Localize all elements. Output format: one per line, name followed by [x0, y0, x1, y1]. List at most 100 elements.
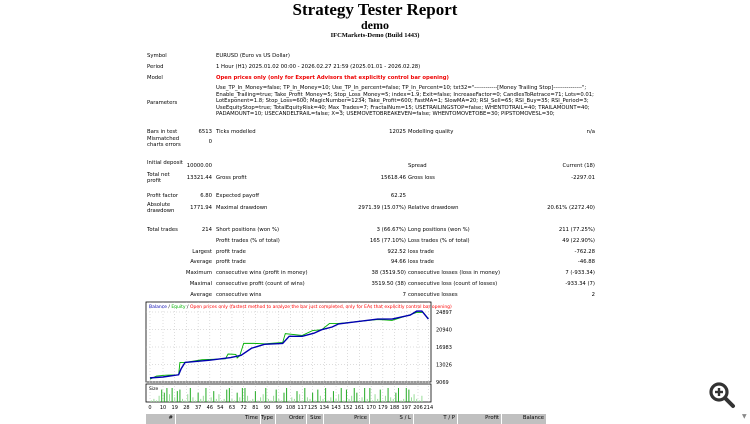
stats-row: Bars in test 6513 Ticks modelled 12025 Model…	[147, 129, 595, 139]
stats-row: Mismatched charts errors 0	[147, 136, 595, 149]
x-tick-label: 37	[195, 405, 201, 411]
column-header[interactable]: Order	[276, 414, 307, 424]
stat-value-2: 15618.46	[380, 175, 406, 181]
column-header[interactable]: #	[146, 414, 176, 424]
stat-value-3: 49 (22.90%)	[562, 238, 595, 244]
stat-value-2: 3 (66.67%)	[376, 227, 406, 233]
stat-label-3: Long positions (won %)	[408, 227, 470, 233]
parameters-line: Enable_Trailing=true; Take_Profit_Money=…	[216, 91, 594, 98]
stat-value-1: Average	[190, 259, 212, 265]
x-tick-label: 206	[413, 405, 423, 411]
stat-value-2: 94.66	[390, 259, 406, 265]
symbol-label: Symbol	[147, 53, 167, 59]
symbol-row: Symbol EURUSD (Euro vs US Dollar)	[147, 53, 595, 63]
y-tick-label: 9069	[436, 380, 449, 386]
column-header[interactable]: S / L	[370, 414, 414, 424]
stat-value-3: 211 (77.25%)	[558, 227, 595, 233]
zoom-in-icon[interactable]	[708, 381, 736, 411]
column-header[interactable]: Type	[261, 414, 276, 424]
stat-label-1: Total net profit	[147, 172, 170, 184]
report-server: IFCMarkets-Demo (Build 1443)	[330, 32, 420, 39]
x-tick-label: 81	[252, 405, 258, 411]
x-tick-label: 0	[148, 405, 151, 411]
x-tick-label: 90	[264, 405, 270, 411]
stat-label-2: profit trade	[216, 249, 246, 255]
model-label: Model	[147, 75, 163, 81]
period-label: Period	[147, 64, 164, 70]
balance-line	[149, 310, 429, 379]
stat-value-2: 2971.39 (15.07%)	[358, 205, 406, 211]
x-tick-label: 10	[160, 405, 166, 411]
x-tick-label: 197	[402, 405, 412, 411]
stat-label-2: Maximal drawdown	[216, 205, 268, 211]
y-tick-label: 24897	[436, 310, 452, 316]
size-label: Size	[149, 386, 158, 392]
x-tick-label: 99	[276, 405, 282, 411]
stats-row: Average profit trade 94.66 loss trade -46.88	[147, 259, 595, 269]
stat-label-3: Loss trades (% of total)	[408, 238, 470, 244]
stat-label-1: Total trades	[147, 227, 178, 233]
stat-value-2: 3519.50 (38)	[371, 281, 406, 287]
x-tick-label: 46	[207, 405, 213, 411]
stats-row: Profit factor 6.80 Expected payoff 62.25	[147, 193, 595, 203]
period-value: 1 Hour (H1) 2025.01.02 00:00 - 2026.02.2…	[216, 64, 421, 70]
plot-area	[145, 301, 432, 383]
report-title: Strategy Tester Report	[292, 0, 458, 19]
stat-value-2: 922.52	[387, 249, 406, 255]
stat-value-1: 6513	[198, 129, 212, 135]
stat-value-2: 38 (3519.50)	[371, 270, 406, 276]
stat-label-2: consecutive wins	[216, 292, 262, 298]
column-header[interactable]: Profit	[458, 414, 502, 424]
x-tick-label: 179	[378, 405, 388, 411]
column-header[interactable]: Price	[324, 414, 370, 424]
x-tick-label: 188	[390, 405, 400, 411]
stat-value-3: -2297.01	[571, 175, 595, 181]
stats-row: Maximum consecutive wins (profit in money…	[147, 270, 595, 280]
volume-area	[145, 383, 432, 403]
stat-label-1: Profit factor	[147, 193, 179, 199]
x-tick-label: 143	[331, 405, 341, 411]
parameters-line: PADAMOUNT=10; USECANDELTRAIL=false; X=3;…	[216, 111, 555, 117]
stat-label-2: Gross profit	[216, 175, 247, 181]
stat-label-2: Short positions (won %)	[216, 227, 280, 233]
stat-value-1: 6.80	[200, 193, 212, 199]
stats-row: Average consecutive wins 7 consecutive loss…	[147, 292, 595, 302]
parameters-label: Parameters	[147, 100, 178, 106]
scroll-down-arrow[interactable]: ▼	[742, 413, 747, 420]
x-tick-label: 108	[286, 405, 296, 411]
stat-value-3: -933.34 (7)	[565, 281, 595, 287]
model-row: Model Open prices only (only for Expert …	[147, 75, 595, 85]
stat-value-3: 7 (-933.34)	[565, 270, 595, 276]
x-tick-label: 72	[240, 405, 246, 411]
stat-label-3: consecutive loss (count of losses)	[408, 281, 498, 287]
x-tick-label: 63	[229, 405, 235, 411]
column-header[interactable]: Time	[176, 414, 261, 424]
stat-value-3: 20.61% (2272.40)	[547, 205, 595, 211]
stat-value-1: Maximal	[189, 281, 212, 287]
parameters-line: UseEquityStop=true; TotalEquityRisk=40; …	[216, 104, 590, 111]
stat-value-3: n/a	[586, 129, 595, 135]
column-header[interactable]: Size	[307, 414, 324, 424]
stat-label-2: profit trade	[216, 259, 246, 265]
x-tick-label: 28	[183, 405, 189, 411]
stat-value-3: Current (18)	[562, 163, 595, 169]
symbol-value: EURUSD (Euro vs US Dollar)	[216, 53, 290, 59]
x-tick-label: 161	[355, 405, 365, 411]
stats-row: Maximal consecutive profit (count of wins…	[147, 281, 595, 291]
x-tick-label: 125	[308, 405, 318, 411]
parameters-value: Use_TP_In_Money=false; TP_In_Money=10; U…	[216, 85, 594, 118]
x-tick-label: 214	[424, 405, 434, 411]
stat-label-3: Relative drawdown	[408, 205, 459, 211]
stat-label-3: Modelling quality	[408, 129, 454, 135]
stat-label-2: consecutive wins (profit in money)	[216, 270, 308, 276]
x-tick-label: 152	[343, 405, 353, 411]
x-tick-label: 19	[172, 405, 178, 411]
stats-row: Absolute drawdown 1771.94 Maximal drawdown…	[147, 202, 595, 215]
parameters-line: LotExponent=1.8; Stop_Loss=600; MagicNum…	[216, 98, 589, 104]
stat-label-1: Initial deposit	[147, 160, 183, 166]
column-header[interactable]: T / P	[414, 414, 458, 424]
stat-label-3: loss trade	[408, 259, 435, 265]
stat-value-3: -46.88	[577, 259, 595, 265]
column-header[interactable]: Balance	[502, 414, 547, 424]
